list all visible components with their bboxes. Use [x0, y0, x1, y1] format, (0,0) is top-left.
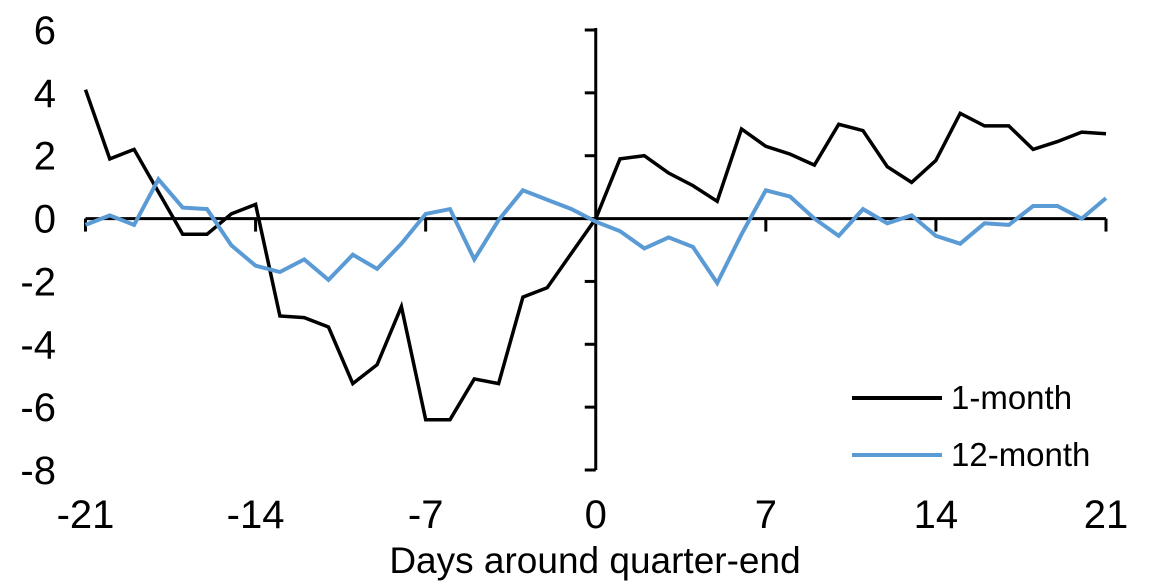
series-lines	[83, 89, 1108, 422]
legend-label-1-month: 1-month	[951, 379, 1073, 416]
y-tick-label: 6	[34, 9, 56, 53]
y-tick-label: -6	[20, 386, 56, 430]
y-tick-label: 2	[34, 135, 56, 179]
legend-swatch-1-month-line	[852, 396, 942, 400]
y-tick-label: -8	[20, 449, 56, 493]
y-tick-label: 4	[34, 72, 56, 116]
legend-swatch-12-month-line	[852, 453, 942, 457]
series-line-1-month	[83, 89, 1107, 422]
x-tick-label: -7	[408, 493, 444, 537]
x-tick-label: 14	[914, 493, 959, 537]
x-tick-label: -21	[57, 493, 115, 537]
legend-label-12-month: 12-month	[951, 436, 1091, 473]
legend-item-12-month: 12-month	[852, 435, 1090, 475]
x-axis-title: Days around quarter-end	[389, 540, 800, 581]
x-tick-label: 7	[755, 493, 777, 537]
series-line-12-month	[84, 175, 1108, 287]
y-tick-label: -2	[20, 260, 56, 304]
legend-item-1-month: 1-month	[852, 378, 1090, 418]
legend: 1-month 12-month	[852, 378, 1090, 475]
axes: -21 -14 -7 0 7 14 21 6 4 2 0 -2 -4 -6 -8	[20, 9, 1128, 537]
x-tick-label: 21	[1084, 493, 1129, 537]
y-tick-label: 0	[34, 198, 56, 242]
y-tick-label: -4	[20, 323, 56, 367]
x-tick-label: 0	[585, 493, 607, 537]
x-tick-label: -14	[227, 493, 285, 537]
